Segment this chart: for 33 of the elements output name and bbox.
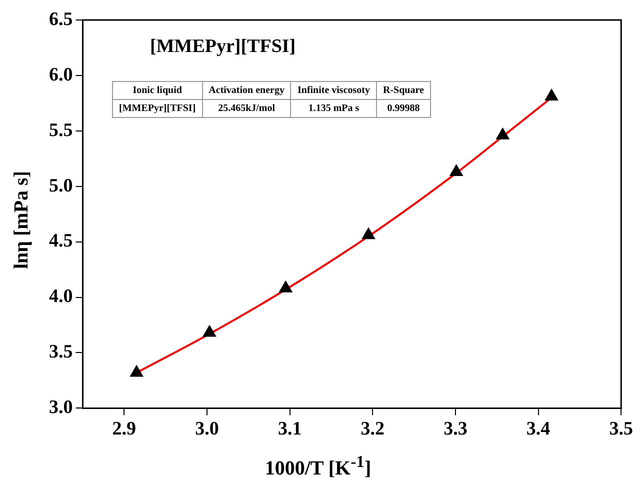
y-tick-label: 6.0 [49,64,73,86]
y-tick-label: 6.5 [49,8,73,30]
y-axis-title: lnη [mPa s] [10,170,34,270]
x-tick-label: 3.4 [526,418,551,440]
x-axis-title: 1000/T [K$^{-1}$] [264,452,372,480]
y-tick-label: 4.0 [49,286,73,308]
point [496,128,510,140]
y-tick-label: 3.5 [49,342,73,363]
annotation: Infinite viscosoty [290,82,376,100]
point [202,325,216,337]
annotation: Ionic liquid [112,82,202,100]
y-tick-label: 3.0 [49,397,73,418]
point [450,164,463,176]
annotation: 1.135 mPa s [290,100,376,118]
point [544,89,558,101]
x-tick-label: 3.2 [360,418,385,440]
annotation: 25.465kJ/mol [202,100,291,118]
y-tick-label: 5.0 [49,175,73,196]
point [130,365,144,377]
point [279,280,292,292]
point [362,228,376,240]
annotation: [MMEPyr][TFSI] [150,36,296,58]
y-tick-label: 5.5 [49,120,73,141]
y-tick-label: 4.5 [49,230,73,252]
x-tick-label: 3.5 [609,418,633,440]
annotation: R-Square [376,82,430,100]
annotation: Activation energy [202,82,291,100]
x-tick-label: 3.0 [195,418,219,440]
annotation: 0.99988 [376,100,430,118]
x-tick-label: 3.3 [444,418,468,440]
x-tick-label: 2.9 [112,418,136,440]
x-tick-label: 3.1 [278,418,302,440]
annotation: [MMEPyr][TFSI] [112,100,202,118]
